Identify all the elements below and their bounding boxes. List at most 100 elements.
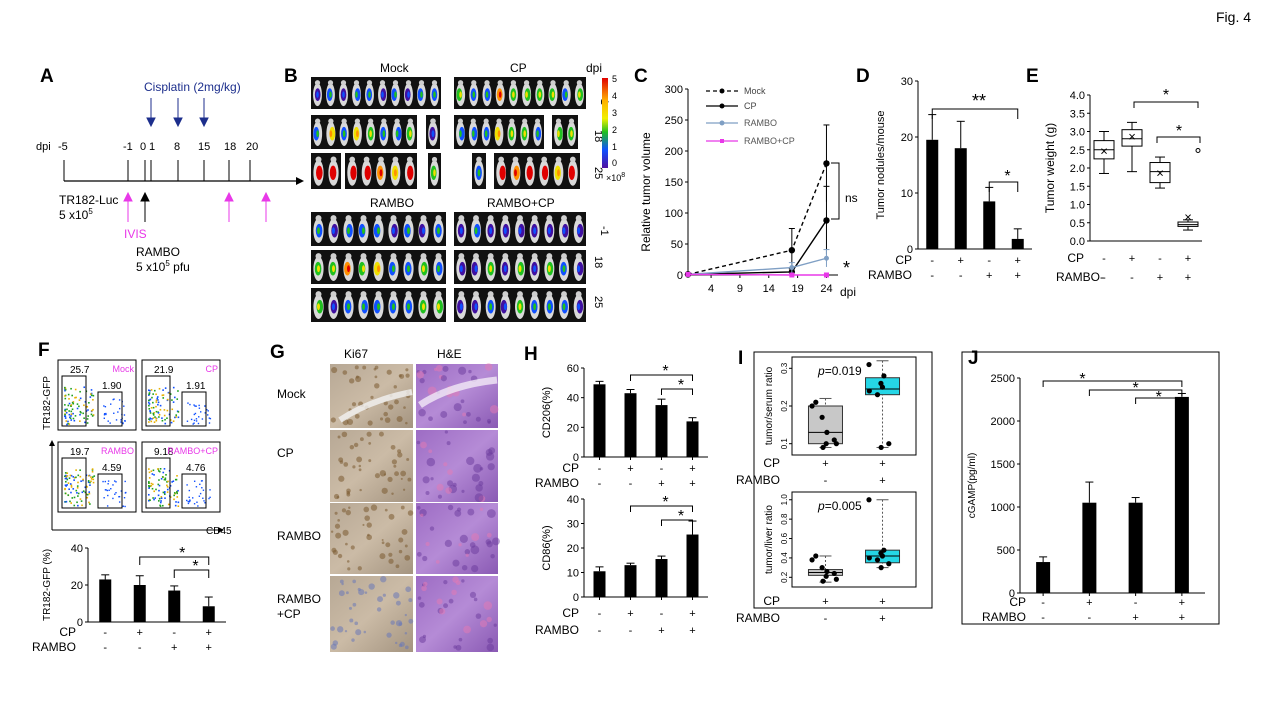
he-stain [417,596,422,600]
bar [593,384,606,457]
ki67-stain [388,404,394,410]
event-dot [172,386,175,389]
ki67-stain [337,553,343,559]
ki67-stain [385,542,391,548]
signal-spot [329,126,336,141]
flow-group-label: Mock [112,364,134,374]
event-dot [167,480,169,483]
event-dot [155,393,157,396]
event-dot [76,487,79,489]
panel-j-frame [961,351,1220,625]
signal-core [570,130,573,138]
ki67-stain [390,444,396,450]
mouse-head [473,253,479,260]
event-dot [158,387,161,390]
y-tick-label: 3.0 [1070,127,1085,139]
data-point [886,441,892,447]
event-dot [160,496,163,498]
tumor-liver-box-chart: 0.2 0.4 0.6 0.8 1.0 + - + + p=0.005 CP RAMBO tumor/l… [736,491,917,625]
event-dot [75,489,78,492]
svg-text:2: 2 [612,125,617,135]
event-dot [71,394,73,397]
mouse-head [349,156,356,163]
event-dot [151,396,153,399]
event-dot [70,502,73,504]
event-dot [68,423,71,425]
event-dot [77,495,79,497]
signal-core [489,227,493,235]
cp-sign: + [627,463,633,475]
he-stain [416,371,425,379]
event-dot [157,468,159,470]
series-line [687,257,827,276]
event-dot [155,405,157,408]
event-dot [67,494,70,496]
event-dot [150,482,153,485]
event-dot [103,413,106,415]
event-dot [64,386,66,389]
mouse-head [510,80,517,86]
y-tick-label: 200 [665,146,683,158]
he-stain [471,533,480,542]
event-dot [158,497,161,500]
event-dot [72,476,75,478]
he-stain [420,441,427,449]
panel-e: E 0.0 0.5 1.0 1.5 2.0 2.5 3.0 3.5 4.0 × - - × + - × - + × +… [1026,66,1202,284]
event-dot [197,505,199,507]
event-dot [159,470,161,473]
he-stain [442,365,449,372]
svg-text:25: 25 [592,167,604,179]
he-stain [486,532,492,538]
event-dot [80,500,83,502]
event-dot [172,480,175,483]
mouse-head [496,118,502,124]
event-dot [82,478,84,481]
rambo-sign: + [658,478,664,490]
ki67-stain [332,549,338,555]
cp-sign: + [689,463,695,475]
ki67-stain [405,645,409,650]
cp-sign: + [958,255,964,267]
he-stain [462,412,467,417]
data-point [823,441,829,447]
event-dot [164,387,167,389]
event-dot [148,482,150,484]
significance-star: * [662,363,668,380]
event-dot [118,501,121,503]
signal-core [365,169,369,177]
signal-core [392,227,395,235]
y-tick-label: 0 [677,270,683,282]
data-point [819,565,825,571]
rambo-sign: + [1157,272,1163,284]
signal-core [489,265,493,273]
he-stain [486,541,493,548]
event-dot [164,491,166,493]
mouse-head [561,291,567,298]
event-dot [69,474,72,477]
signal-core [329,130,333,138]
y-tick-label: 20 [71,580,83,592]
ki67-stain [379,470,387,477]
event-dot [82,490,85,492]
he-stain [443,579,448,585]
ki67-stain [397,452,403,458]
mouse-head [535,118,541,124]
event-dot [155,419,158,422]
event-dot [64,492,67,495]
bar [624,565,637,597]
event-dot [153,498,155,501]
y-tick-label: 10 [901,188,913,200]
svg-text:5: 5 [612,74,617,84]
event-dot [173,494,175,497]
event-dot [152,417,155,419]
signal-core [512,91,515,98]
bar [168,590,181,622]
mouse-head [575,215,582,222]
ki67-stain [331,366,338,374]
bracket-1 [1042,380,1183,387]
mouse-head [390,215,397,222]
event-dot [186,484,188,486]
